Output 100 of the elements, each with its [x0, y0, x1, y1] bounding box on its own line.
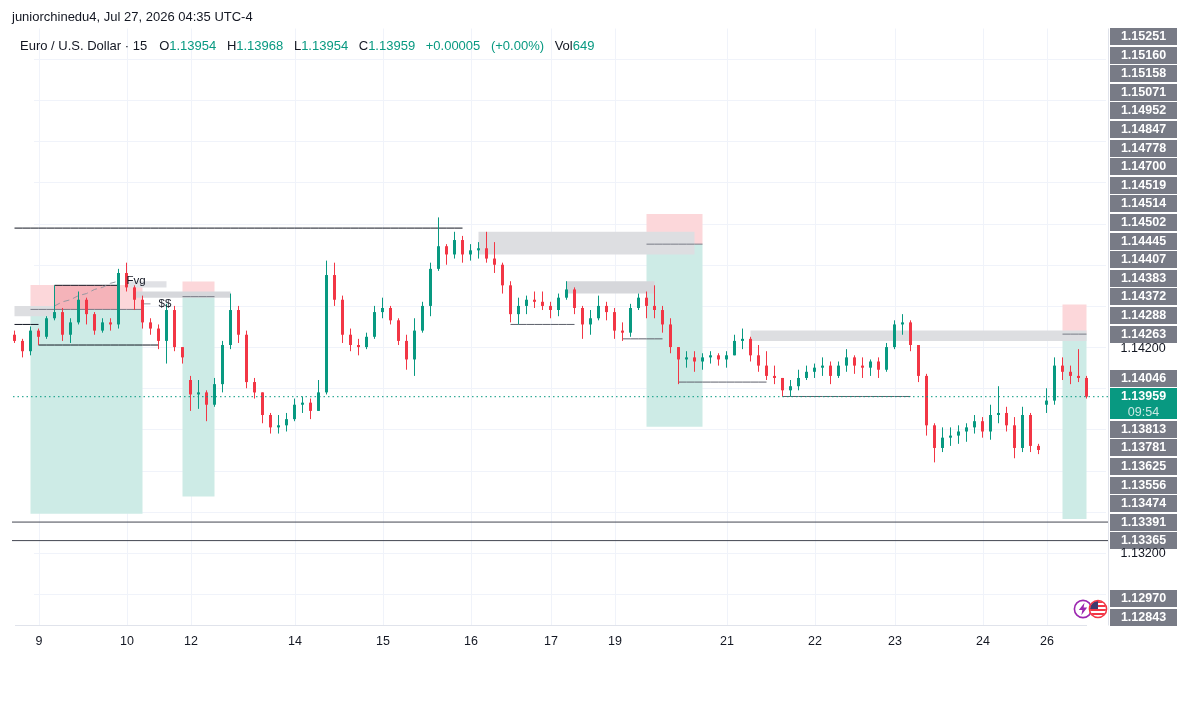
x-tick-label: 16: [464, 633, 478, 648]
candlestick: [757, 344, 760, 373]
candlestick: [133, 284, 136, 311]
price-tag: 1.15071: [1110, 83, 1177, 101]
candlestick: [573, 286, 576, 315]
price-tag: 1.12843: [1110, 609, 1177, 626]
candlestick: [21, 338, 24, 358]
price-tag: 1.13813: [1110, 420, 1177, 438]
candlestick: [1085, 375, 1088, 400]
candlestick: [517, 297, 520, 325]
text: juniorchinedu4, Jul 27, 2026 04:35 UTC-4: [12, 9, 253, 25]
candlestick: [349, 328, 352, 352]
candlestick: [1005, 406, 1008, 432]
x-tick-label: 23: [888, 633, 902, 648]
price-tag: 1.12970: [1110, 590, 1177, 608]
candlestick: [709, 350, 712, 365]
price-tag: 1.13959 09:54: [1110, 388, 1177, 420]
candlestick: [661, 305, 664, 334]
candlestick: [597, 295, 600, 321]
candlestick: [557, 293, 560, 317]
x-tick-label: 12: [184, 633, 198, 648]
candlestick: [53, 284, 56, 321]
candlestick: [885, 342, 888, 373]
candlestick: [565, 280, 568, 301]
price-tag: 1.14847: [1110, 121, 1177, 138]
candlestick: [453, 231, 456, 260]
candlestick: [893, 319, 896, 350]
candlestick: [821, 356, 824, 377]
candlestick: [653, 284, 656, 319]
candlestick: [973, 414, 976, 435]
candlestick: [941, 426, 944, 453]
ref-line-label: 1.13959: [1119, 388, 1168, 406]
price-tag: 1.14952: [1110, 102, 1177, 120]
candlestick: [277, 414, 280, 435]
x-tick-label: 24: [976, 633, 990, 648]
candlestick: [909, 319, 912, 352]
candlestick: [205, 389, 208, 422]
x-tick-label: 9: [35, 633, 43, 648]
candlestick: [645, 291, 648, 319]
candlestick: [157, 323, 160, 350]
candlestick: [253, 377, 256, 400]
candlestick: [501, 262, 504, 295]
candlestick: [405, 334, 408, 371]
candlestick: [141, 295, 144, 330]
candlestick: [493, 241, 496, 274]
candlestick: [293, 398, 296, 422]
candlestick: [485, 231, 488, 264]
candlestick: [525, 295, 528, 315]
x-tick-label: 22: [808, 633, 822, 648]
series-label: $$: [158, 296, 172, 309]
candlestick: [765, 350, 768, 381]
candlestick: [541, 291, 544, 311]
candlestick: [69, 317, 72, 344]
candlestick: [861, 356, 864, 379]
price-tag: 1.13474: [1110, 495, 1177, 513]
price-tag: 1.14372: [1110, 288, 1177, 306]
price-tag: 1.15158: [1110, 65, 1177, 83]
candlestick: [589, 309, 592, 336]
candlestick: [621, 321, 624, 342]
candlestick: [605, 301, 608, 321]
candlestick: [1013, 416, 1016, 459]
candlestick: [933, 422, 936, 463]
price-tag: 1.13625: [1110, 458, 1177, 475]
candlestick: [949, 426, 952, 447]
candlestick: [829, 361, 832, 385]
candlestick: [477, 241, 480, 260]
x-tick-label: 17: [544, 633, 558, 648]
candlestick: [853, 354, 856, 375]
price-tag: 1.14514: [1110, 195, 1177, 213]
candlestick: [261, 391, 264, 424]
candlestick: [445, 243, 448, 266]
candlestick: [773, 365, 776, 385]
text: Euro / U.S. Dollar · 15: [20, 38, 148, 53]
candlestick: [309, 398, 312, 420]
candlestick: [29, 326, 32, 356]
candlestick: [397, 317, 400, 346]
candlestick: [845, 348, 848, 373]
price-tag: 1.14778: [1110, 139, 1177, 157]
price-tag: 1.14519: [1110, 176, 1177, 194]
x-tick-label: 21: [720, 633, 734, 648]
candlestick: [45, 315, 48, 340]
x-tick-label: 19: [608, 633, 622, 648]
x-tick-label: 15: [376, 633, 390, 648]
candlestick: [677, 346, 680, 385]
candlestick: [581, 305, 584, 340]
candlestick: [1061, 356, 1064, 381]
text: O1.13954 H1.13968 L1.13954 C1.13959 +0.00005 (+0.00%) Vol649: [159, 38, 595, 53]
candlestick: [437, 216, 440, 272]
candlestick: [381, 297, 384, 319]
y-tick-label: 1.14200: [1120, 340, 1166, 355]
candlestick: [749, 336, 752, 362]
candlestick: [269, 412, 272, 435]
price-tag: 1.13556: [1110, 476, 1177, 494]
price-tag: 1.14046: [1110, 369, 1177, 387]
candlestick: [389, 305, 392, 325]
candlestick: [1069, 365, 1072, 385]
x-tick-label: 26: [1040, 633, 1054, 648]
candlestick: [77, 291, 80, 325]
price-tag: 1.14383: [1110, 269, 1177, 287]
candlestick: [877, 356, 880, 379]
